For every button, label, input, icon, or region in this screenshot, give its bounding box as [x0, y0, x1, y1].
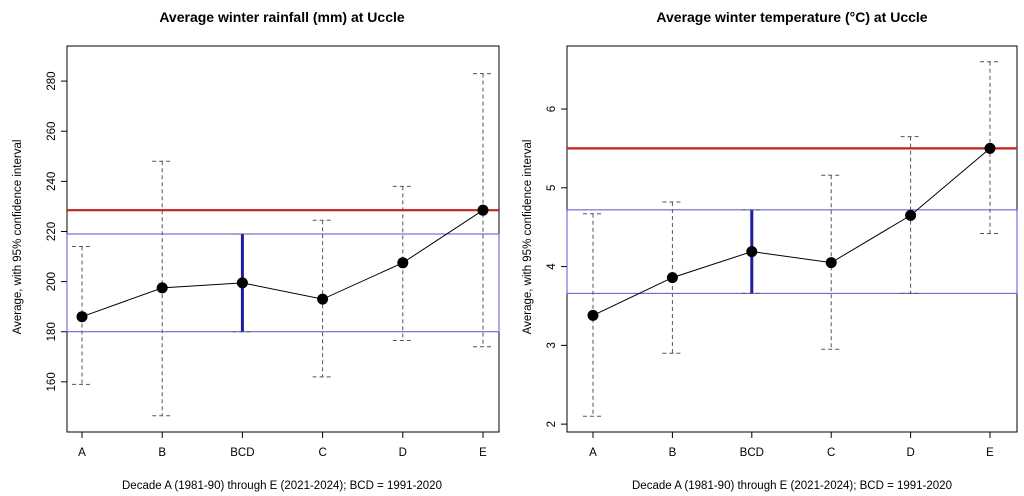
- rainfall-x-axis-label: Decade A (1981-90) through E (2021-2024)…: [122, 480, 442, 492]
- rainfall-point-B: [156, 282, 168, 294]
- rainfall-x-tick-label: A: [78, 447, 86, 459]
- rainfall-y-axis-label: Average, with 95% confidence interval: [12, 140, 24, 335]
- temperature-panel: Average winter temperature (°C) at Uccle…: [522, 9, 1018, 492]
- rainfall-plot-frame: [66, 45, 500, 433]
- rainfall-series-line: [81, 209, 484, 318]
- rainfall-y-tick-label: 280: [46, 71, 58, 90]
- rainfall-x-tick-label: C: [318, 447, 326, 459]
- temperature-y-tick-label: 3: [546, 342, 558, 348]
- temperature-reference-band: [566, 209, 1018, 294]
- temperature-point-D: [905, 209, 917, 221]
- rainfall-y-tick-label: 260: [46, 122, 58, 141]
- temperature-y-tick-label: 2: [546, 421, 558, 427]
- temperature-y-axis-label: Average, with 95% confidence interval: [522, 140, 534, 335]
- temperature-point-BCD: [746, 246, 758, 258]
- temperature-series-line: [592, 148, 991, 316]
- temperature-point-B: [666, 272, 678, 284]
- temperature-y-tick-label: 4: [546, 263, 558, 270]
- temperature-y-tick-label: 6: [546, 106, 558, 112]
- rainfall-y-tick-label: 220: [46, 222, 58, 241]
- temperature-x-tick-label: A: [589, 447, 597, 459]
- temperature-x-tick-label: BCD: [740, 447, 764, 459]
- temperature-x-tick-label: E: [986, 447, 994, 459]
- temperature-point-A: [587, 309, 599, 321]
- rainfall-y-tick-label: 160: [46, 372, 58, 391]
- rainfall-x-tick-label: D: [399, 447, 407, 459]
- rainfall-x-tick-label: B: [158, 447, 166, 459]
- rainfall-y-tick-label: 200: [46, 272, 58, 291]
- rainfall-point-BCD: [236, 277, 248, 289]
- temperature-plot-frame: [566, 45, 1018, 433]
- temperature-point-C: [825, 257, 837, 269]
- rainfall-point-D: [397, 257, 409, 269]
- rainfall-y-tick-label: 240: [46, 172, 58, 191]
- rainfall-point-A: [76, 311, 88, 323]
- temperature-x-tick-label: D: [906, 447, 914, 459]
- rainfall-point-C: [317, 293, 329, 305]
- rainfall-panel: Average winter rainfall (mm) at Uccle De…: [12, 9, 500, 492]
- temperature-x-tick-label: B: [669, 447, 677, 459]
- temperature-x-tick-label: C: [827, 447, 835, 459]
- rainfall-chart-title: Average winter rainfall (mm) at Uccle: [159, 9, 405, 25]
- rainfall-y-tick-label: 180: [46, 322, 58, 341]
- rainfall-x-tick-label: E: [479, 447, 487, 459]
- rainfall-x-tick-label: BCD: [230, 447, 254, 459]
- temperature-x-axis-label: Decade A (1981-90) through E (2021-2024)…: [632, 480, 952, 492]
- temperature-chart-title: Average winter temperature (°C) at Uccle: [656, 9, 927, 25]
- rainfall-point-E: [477, 204, 489, 216]
- temperature-y-tick-label: 5: [546, 185, 558, 191]
- temperature-point-E: [984, 142, 996, 154]
- rainfall-reference-band: [66, 233, 500, 333]
